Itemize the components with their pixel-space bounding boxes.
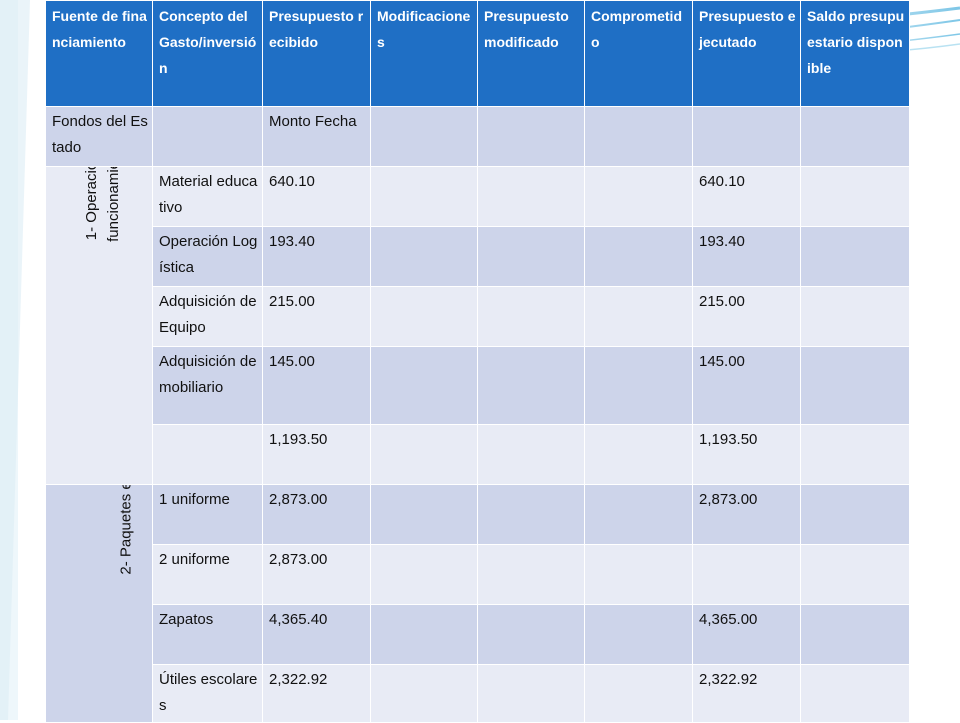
concepto-cell: Útiles escolares [152,664,263,723]
ejecutado-cell: 215.00 [692,286,801,347]
table-row: 2- Paquetes escolares 1 uniforme 2,873.0… [45,484,910,723]
header-concepto: Concepto del Gasto/inversión [152,0,263,107]
concepto-cell: Adquisición de mobiliario [152,346,263,425]
recibido-cell: 2,873.00 [262,544,371,605]
subtotal-recibido-cell: 1,193.50 [262,424,371,485]
header-presupuesto-modificado: Presupuesto modificado [477,0,585,107]
presupuesto-cell: Monto Fecha [262,106,371,167]
table-row: Fondos del Estado Monto Fecha [45,106,910,167]
header-row: Fuente de financiamiento Concepto del Ga… [45,0,910,107]
ejecutado-cell: 2,322.92 [692,664,801,723]
recibido-cell: 145.00 [262,346,371,425]
concepto-cell: Operación Logística [152,226,263,287]
table-row: Operación Logística 193.40 193.40 [46,226,910,287]
table-row: Útiles escolares 2,322.92 2,322.92 [46,664,910,723]
fuente-cell: Fondos del Estado [45,106,153,167]
header-fuente: Fuente de financiamiento [45,0,153,107]
header-presupuesto-recibido: Presupuesto recibido [262,0,371,107]
header-presupuesto-ejecutado: Presupuesto ejecutado [692,0,801,107]
concepto-cell [152,424,263,485]
table-row: 1,193.50 1,193.50 [46,424,910,485]
table-row: 2 uniforme 2,873.00 [46,544,910,605]
recibido-cell: 640.10 [262,166,371,227]
table-row: Adquisición de Equipo 215.00 215.00 [46,286,910,347]
subtotal-ejecutado-cell: 1,193.50 [692,424,801,485]
ejecutado-cell: 193.40 [692,226,801,287]
recibido-cell: 193.40 [262,226,371,287]
recibido-cell: 2,322.92 [262,664,371,723]
header-comprometido: Comprometido [584,0,693,107]
recibido-cell: 2,873.00 [262,484,371,545]
budget-table: Fuente de financiamiento Concepto del Ga… [45,0,910,723]
concepto-cell: Adquisición de Equipo [152,286,263,347]
header-modificaciones: Modificaciones [370,0,478,107]
ejecutado-cell: 2,873.00 [692,484,801,545]
ejecutado-cell: 4,365.00 [692,604,801,665]
group-label-operacion: 1- Operación y funcionamiento [45,166,153,485]
ejecutado-cell: 640.10 [692,166,801,227]
concepto-cell [152,106,263,167]
concepto-cell: Material educativo [152,166,263,227]
recibido-cell: 4,365.40 [262,604,371,665]
table-row: 1- Operación y funcionamiento Material ed… [45,166,910,485]
concepto-cell: 1 uniforme [152,484,263,545]
group-label-paquetes: 2- Paquetes escolares [45,484,153,723]
header-saldo: Saldo presupuestario disponible [800,0,910,107]
table-row: Zapatos 4,365.40 4,365.00 [46,604,910,665]
ejecutado-cell [692,544,801,605]
ejecutado-cell: 145.00 [692,346,801,425]
table-row: Adquisición de mobiliario 145.00 145.00 [46,346,910,425]
recibido-cell: 215.00 [262,286,371,347]
concepto-cell: 2 uniforme [152,544,263,605]
concepto-cell: Zapatos [152,604,263,665]
